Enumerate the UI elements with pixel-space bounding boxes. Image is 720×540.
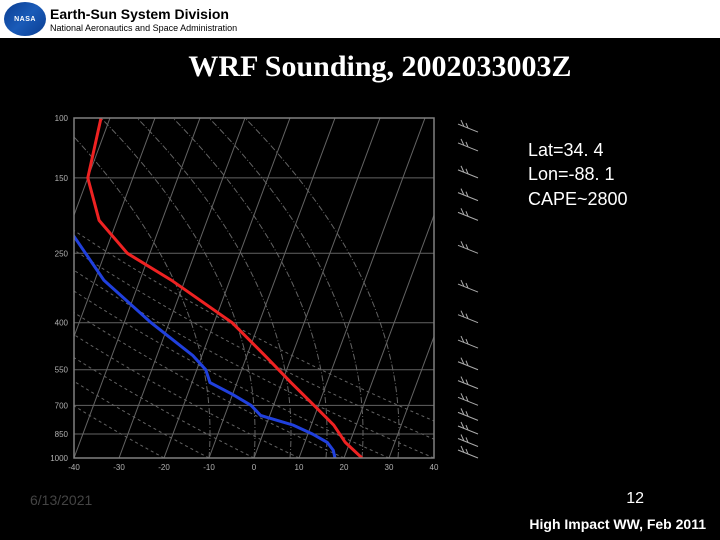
logo-text: NASA (14, 16, 36, 23)
svg-text:250: 250 (55, 249, 69, 258)
svg-text:-20: -20 (158, 463, 170, 472)
svg-text:-40: -40 (68, 463, 80, 472)
svg-text:550: 550 (55, 366, 69, 375)
info-lat: Lat=34. 4 (528, 138, 628, 162)
page-number: 12 (626, 490, 644, 508)
svg-text:40: 40 (430, 463, 439, 472)
svg-text:400: 400 (55, 319, 69, 328)
nasa-logo: NASA (4, 2, 46, 36)
info-cape: CAPE~2800 (528, 187, 628, 211)
svg-text:10: 10 (295, 463, 304, 472)
svg-text:850: 850 (55, 430, 69, 439)
svg-text:100: 100 (55, 114, 69, 123)
info-lon: Lon=-88. 1 (528, 162, 628, 186)
date-stamp: 6/13/2021 (30, 492, 92, 508)
svg-text:700: 700 (55, 401, 69, 410)
skewt-chart: 100 150 250 400 550 700 850 1000-40 -30 -20 -10 0 10… (14, 106, 514, 486)
svg-text:-10: -10 (203, 463, 215, 472)
header-bar: NASA Earth-Sun System Division National … (0, 0, 720, 38)
header-text: Earth-Sun System Division National Aeron… (50, 6, 237, 33)
svg-text:1000: 1000 (50, 454, 68, 463)
slide-title: WRF Sounding, 2002033003Z (0, 50, 720, 84)
svg-text:-30: -30 (113, 463, 125, 472)
footer-text: High Impact WW, Feb 2011 (529, 516, 706, 532)
sounding-info: Lat=34. 4 Lon=-88. 1 CAPE~2800 (528, 138, 628, 211)
svg-text:30: 30 (385, 463, 394, 472)
subdivision-title: National Aeronautics and Space Administr… (50, 23, 237, 33)
svg-text:0: 0 (252, 463, 257, 472)
division-title: Earth-Sun System Division (50, 6, 237, 22)
svg-text:20: 20 (340, 463, 349, 472)
skewt-svg: 100 150 250 400 550 700 850 1000-40 -30 -20 -10 0 10… (14, 106, 514, 486)
svg-text:150: 150 (55, 174, 69, 183)
